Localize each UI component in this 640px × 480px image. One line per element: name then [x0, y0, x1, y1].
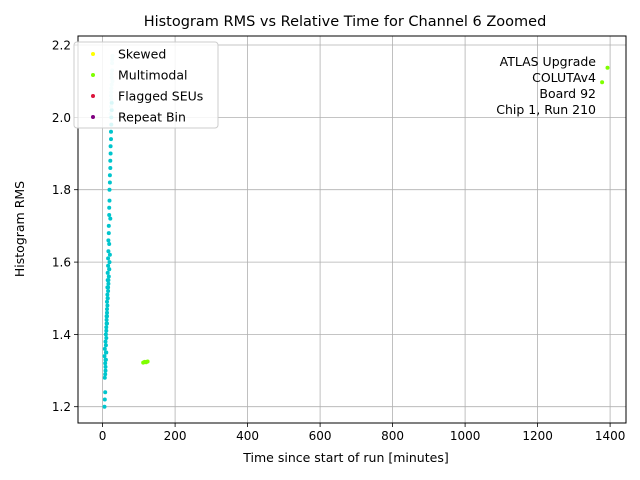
data-point — [105, 314, 109, 319]
x-tick-label: 1400 — [595, 429, 626, 443]
legend-marker — [91, 52, 95, 56]
legend-box — [73, 41, 219, 129]
data-point — [103, 390, 108, 395]
data-point — [105, 270, 110, 275]
data-point — [107, 213, 112, 217]
data-point — [107, 242, 112, 246]
data-point — [104, 325, 109, 330]
x-tick-label: 0 — [99, 429, 107, 443]
legend-marker — [91, 94, 95, 98]
data-point — [105, 292, 110, 297]
x-tick-label: 600 — [309, 429, 332, 443]
data-point — [102, 397, 107, 402]
data-point — [102, 375, 107, 380]
data-point — [105, 303, 110, 308]
data-point — [107, 180, 112, 185]
y-tick-label: 1.2 — [52, 400, 71, 414]
y-tick-label: 2.2 — [52, 39, 71, 53]
x-tick-label: 200 — [164, 429, 187, 443]
legend-label: Multimodal — [118, 68, 187, 83]
data-point — [106, 281, 111, 286]
x-tick-label: 800 — [381, 429, 404, 443]
legend: Skewed Multimodal Flagged SEUs Repeat Bin — [73, 41, 219, 129]
data-point — [104, 350, 109, 355]
data-point — [108, 216, 113, 221]
data-point — [108, 166, 113, 170]
data-point — [104, 328, 109, 333]
annotation-line: COLUTAv4 — [532, 70, 596, 85]
x-tick-label: 400 — [236, 429, 259, 443]
data-point — [104, 317, 109, 322]
x-tick-label: 1200 — [522, 429, 553, 443]
data-point — [145, 359, 150, 364]
grid-lines — [78, 36, 626, 423]
data-point — [106, 256, 111, 261]
plot-frame — [77, 35, 627, 424]
data-point — [105, 299, 109, 304]
data-point — [106, 285, 111, 290]
data-point — [106, 289, 111, 293]
data-point — [107, 267, 112, 272]
data-point — [103, 368, 108, 373]
data-point — [107, 252, 112, 257]
legend-label: Skewed — [118, 47, 166, 62]
data-point — [103, 339, 108, 344]
data-point — [105, 310, 109, 315]
legend-marker — [91, 115, 95, 119]
data-point — [105, 321, 109, 326]
y-tick-label: 2.0 — [52, 111, 71, 125]
data-point — [106, 231, 111, 236]
annotation-line: Board 92 — [539, 86, 596, 101]
data-point — [103, 332, 108, 337]
data-point — [106, 238, 111, 243]
y-tick-label: 1.6 — [52, 256, 71, 270]
data-point — [106, 278, 111, 283]
legend-marker — [91, 73, 95, 77]
x-tick-label: 1000 — [450, 429, 481, 443]
data-point — [109, 137, 113, 142]
data-point — [102, 404, 107, 409]
data-point — [106, 274, 111, 279]
data-point — [107, 198, 112, 203]
data-point — [107, 260, 112, 265]
x-axis-label: Time since start of run [minutes] — [242, 450, 448, 465]
chart-title: Histogram RMS vs Relative Time for Chann… — [144, 14, 547, 30]
data-point — [107, 187, 112, 192]
data-point — [108, 144, 113, 149]
data-point — [105, 307, 109, 312]
y-tick-label: 1.4 — [52, 328, 71, 342]
data-point — [108, 151, 113, 156]
data-point — [103, 364, 108, 369]
data-point — [103, 357, 108, 362]
data-point — [107, 205, 112, 210]
data-point — [103, 361, 108, 366]
data-point — [109, 129, 113, 134]
annotation-line: Chip 1, Run 210 — [496, 102, 596, 117]
data-point — [102, 346, 107, 351]
data-point — [107, 173, 112, 178]
data-point — [104, 336, 109, 340]
data-point — [102, 354, 107, 359]
data-point — [108, 158, 113, 163]
y-tick-label: 1.8 — [52, 183, 71, 197]
legend-label: Flagged SEUs — [118, 89, 203, 104]
data-point — [103, 372, 108, 377]
data-point — [106, 263, 111, 268]
y-axis-label: Histogram RMS — [12, 181, 27, 277]
data-point — [600, 80, 605, 85]
data-point — [105, 296, 110, 301]
data-point — [106, 223, 111, 228]
data-point — [103, 343, 108, 348]
data-point — [605, 65, 610, 70]
axis-ticks: 0 200 400 600 800 1000 1200 1400 1.2 1.4 1.6 1.8 2.0… — [52, 39, 625, 444]
data-point — [106, 249, 111, 254]
annotation-line: ATLAS Upgrade — [500, 54, 597, 69]
legend-label: Repeat Bin — [118, 110, 186, 125]
